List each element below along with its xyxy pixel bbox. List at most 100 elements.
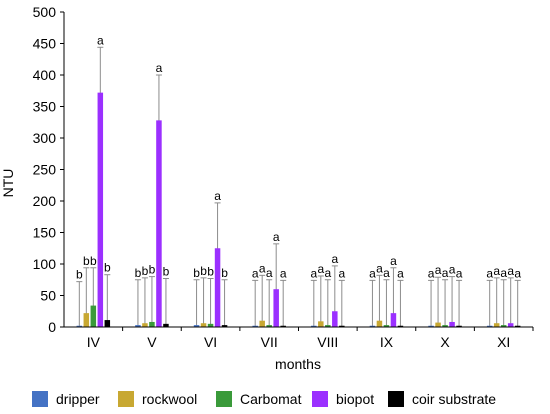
y-tick-label: 0 — [48, 319, 56, 335]
legend: dripper rockwool Carbomat biopot coir substr… — [0, 386, 550, 412]
significance-letter: a — [252, 266, 259, 280]
significance-letter: a — [310, 266, 317, 280]
significance-letter: a — [97, 33, 104, 47]
significance-letter: a — [435, 263, 442, 277]
bar — [266, 325, 272, 327]
significance-letter: a — [428, 266, 435, 280]
legend-label: Carbomat — [240, 391, 302, 407]
significance-letter: a — [442, 266, 449, 280]
bar — [163, 323, 169, 327]
bar — [339, 325, 345, 327]
y-tick-label: 300 — [33, 130, 57, 146]
legend-item: rockwool — [118, 386, 197, 412]
bar — [135, 325, 141, 327]
significance-letter: a — [369, 266, 376, 280]
bars — [76, 92, 521, 327]
bar — [221, 325, 228, 327]
x-tick-label: XI — [497, 334, 510, 350]
significance-letter: b — [163, 264, 170, 278]
y-tick-label: 250 — [33, 162, 57, 178]
significance-letter: b — [200, 264, 207, 278]
significance-letter: a — [449, 263, 456, 277]
significance-letter: a — [214, 189, 221, 203]
bar — [449, 321, 455, 327]
significance-letter: a — [383, 266, 390, 280]
bar — [90, 305, 97, 327]
significance-letter: a — [390, 254, 397, 268]
legend-swatch — [32, 391, 48, 407]
bar — [332, 311, 338, 327]
significance-letter: a — [493, 264, 500, 278]
legend-swatch — [312, 391, 328, 407]
bar — [104, 320, 111, 327]
y-tick-label: 100 — [33, 256, 57, 272]
significance-letter: a — [486, 266, 493, 280]
bar — [507, 323, 514, 327]
legend-swatch — [118, 391, 134, 407]
bar — [273, 289, 279, 327]
bar — [76, 325, 83, 327]
bar — [280, 325, 286, 327]
legend-item: Carbomat — [216, 386, 301, 412]
significance-letter: b — [221, 266, 228, 280]
y-tick-label: 400 — [33, 67, 57, 83]
bar — [83, 313, 90, 327]
x-tick-label: V — [147, 334, 157, 350]
y-tick-label: 200 — [33, 193, 57, 209]
bar — [514, 325, 521, 327]
bar — [493, 323, 500, 327]
significance-letter: a — [156, 61, 163, 75]
x-axis-title: months — [275, 356, 321, 372]
bar — [311, 325, 317, 327]
legend-label: coir substrate — [412, 391, 497, 407]
x-tick-label: IV — [87, 334, 101, 350]
bar — [259, 320, 265, 327]
bar — [369, 325, 376, 327]
bar — [252, 325, 258, 327]
significance-letter: b — [149, 263, 156, 277]
bar — [97, 92, 104, 327]
bar — [428, 325, 434, 327]
significance-letter: a — [273, 230, 280, 244]
x-tick-label: VI — [204, 334, 217, 350]
y-tick-label: 500 — [33, 4, 57, 20]
bar — [456, 325, 462, 327]
significance-letter: b — [193, 266, 200, 280]
significance-letter: a — [280, 266, 287, 280]
significance-letter: b — [76, 268, 83, 282]
x-tick-label: IX — [380, 334, 394, 350]
significance-letter: a — [338, 266, 345, 280]
significance-letter: a — [324, 266, 331, 280]
significance-letter: a — [514, 266, 521, 280]
bar — [193, 325, 200, 327]
legend-item: biopot — [312, 386, 374, 412]
y-tick-label: 350 — [33, 99, 57, 115]
bar — [376, 320, 383, 327]
legend-label: biopot — [336, 391, 375, 407]
significance-letter: a — [456, 266, 463, 280]
significance-letter: b — [135, 266, 142, 280]
significance-letter: a — [259, 261, 266, 275]
legend-label: dripper — [56, 391, 100, 407]
legend-item: dripper — [32, 386, 100, 412]
legend-swatch — [388, 391, 404, 407]
y-axis-title: NTU — [0, 169, 16, 198]
bar — [207, 323, 214, 327]
bar — [325, 325, 331, 327]
x-tick-label: VII — [261, 334, 278, 350]
significance-letter: b — [207, 264, 214, 278]
significance-letter: a — [500, 266, 507, 280]
bar — [156, 120, 162, 327]
significance-letter: a — [507, 264, 514, 278]
legend-swatch — [216, 391, 232, 407]
x-tick-label: X — [440, 334, 450, 350]
significance-letter: a — [397, 266, 404, 280]
bar — [318, 321, 324, 327]
bar — [500, 325, 507, 327]
legend-item: coir substrate — [388, 386, 496, 412]
bar — [214, 248, 221, 327]
bar — [149, 321, 155, 327]
significance-letter: a — [317, 262, 324, 276]
x-tick-label: VIII — [317, 334, 338, 350]
bar — [397, 325, 404, 327]
